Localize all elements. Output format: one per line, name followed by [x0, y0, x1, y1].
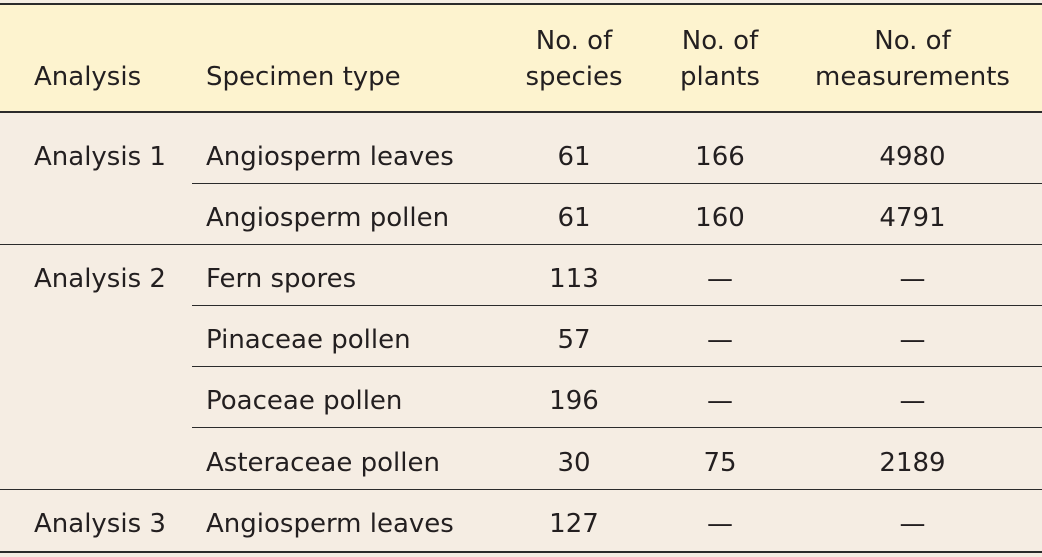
row-6-specimen-type: Angiosperm leaves — [206, 509, 454, 539]
row-4-specimen-type: Poaceae pollen — [206, 386, 403, 416]
row-3-specimen-type: Pinaceae pollen — [206, 325, 411, 355]
row-divider — [192, 305, 1042, 306]
row-3-plants: — — [707, 325, 733, 355]
row-2-specimen-type: Fern spores — [206, 264, 357, 294]
row-1-species: 61 — [557, 203, 591, 233]
group-divider — [0, 489, 1042, 490]
row-0-species: 61 — [557, 142, 591, 172]
group-label-analysis-2: Analysis 2 — [34, 264, 166, 294]
row-divider — [192, 183, 1042, 184]
row-5-specimen-type: Asteraceae pollen — [206, 448, 440, 478]
row-1-specimen-type: Angiosperm pollen — [206, 203, 450, 233]
header-specimen-type: Specimen type — [206, 62, 401, 92]
header-measurements: No. of measurements — [790, 23, 1035, 95]
row-2-plants: — — [707, 264, 733, 294]
header-plants-line1: No. of — [681, 26, 759, 56]
row-0-measurements: 4980 — [879, 142, 946, 172]
row-0-plants: 166 — [695, 142, 745, 172]
row-6-plants: — — [707, 509, 733, 539]
row-4-plants: — — [707, 386, 733, 416]
header-plants-line2: plants — [680, 62, 760, 92]
row-6-measurements: — — [899, 509, 926, 539]
row-1-plants: 160 — [695, 203, 745, 233]
header-measurements-line2: measurements — [815, 62, 1010, 92]
row-3-species: 57 — [557, 325, 591, 355]
row-2-species: 113 — [549, 264, 599, 294]
group-label-analysis-1: Analysis 1 — [34, 142, 166, 172]
row-5-measurements: 2189 — [879, 448, 946, 478]
header-species-line1: No. of — [535, 26, 613, 56]
header-species-line2: species — [525, 62, 623, 92]
row-3-measurements: — — [899, 325, 926, 355]
group-divider — [0, 244, 1042, 245]
header-plants: No. of plants — [660, 23, 780, 95]
group-label-analysis-3: Analysis 3 — [34, 509, 166, 539]
row-2-measurements: — — [899, 264, 926, 294]
row-4-measurements: — — [899, 386, 926, 416]
row-0-specimen-type: Angiosperm leaves — [206, 142, 454, 172]
row-1-measurements: 4791 — [879, 203, 946, 233]
header-species: No. of species — [514, 23, 634, 95]
header-measurements-line1: No. of — [874, 26, 951, 56]
row-4-species: 196 — [549, 386, 599, 416]
header-analysis: Analysis — [34, 62, 142, 92]
row-5-species: 30 — [557, 448, 591, 478]
table-bottom-rule — [0, 551, 1042, 553]
row-divider — [192, 366, 1042, 367]
row-6-species: 127 — [549, 509, 599, 539]
table-header: Analysis Specimen type No. of species No… — [0, 3, 1042, 113]
row-5-plants: 75 — [703, 448, 737, 478]
row-divider — [192, 427, 1042, 428]
